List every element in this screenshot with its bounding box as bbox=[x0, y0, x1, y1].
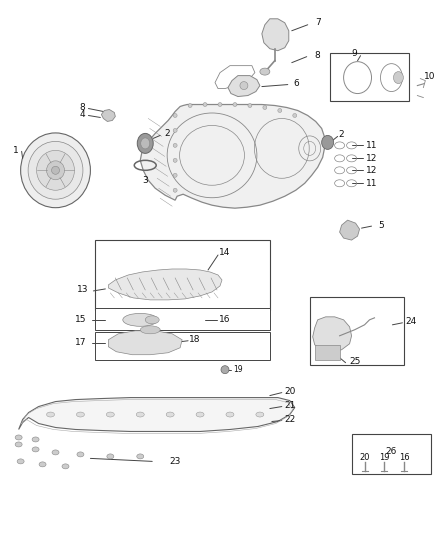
Text: 21: 21 bbox=[284, 401, 296, 410]
Text: 5: 5 bbox=[378, 221, 385, 230]
Ellipse shape bbox=[226, 412, 234, 417]
Polygon shape bbox=[228, 76, 260, 96]
Text: 11: 11 bbox=[366, 179, 377, 188]
Ellipse shape bbox=[248, 103, 252, 108]
Ellipse shape bbox=[37, 150, 74, 190]
Text: 3: 3 bbox=[142, 176, 148, 185]
Ellipse shape bbox=[218, 102, 222, 107]
Ellipse shape bbox=[77, 452, 84, 457]
Ellipse shape bbox=[293, 114, 297, 117]
Ellipse shape bbox=[46, 161, 64, 180]
Text: 7: 7 bbox=[315, 18, 321, 27]
Ellipse shape bbox=[28, 141, 83, 199]
Text: 13: 13 bbox=[77, 286, 88, 294]
Text: 2: 2 bbox=[164, 129, 170, 138]
Bar bbox=[95, 308, 270, 330]
Text: 8: 8 bbox=[315, 51, 321, 60]
Polygon shape bbox=[101, 109, 115, 122]
Polygon shape bbox=[262, 19, 289, 51]
Ellipse shape bbox=[188, 103, 192, 108]
Ellipse shape bbox=[136, 412, 144, 417]
Ellipse shape bbox=[173, 128, 177, 132]
Text: 12: 12 bbox=[366, 154, 377, 163]
Text: 19: 19 bbox=[233, 365, 243, 374]
Bar bbox=[95, 240, 270, 310]
Ellipse shape bbox=[196, 412, 204, 417]
Ellipse shape bbox=[15, 442, 22, 447]
Ellipse shape bbox=[52, 450, 59, 455]
Ellipse shape bbox=[233, 102, 237, 107]
Ellipse shape bbox=[39, 462, 46, 467]
Ellipse shape bbox=[141, 138, 150, 149]
Text: 18: 18 bbox=[189, 335, 201, 344]
Text: 16: 16 bbox=[399, 453, 410, 462]
Text: 8: 8 bbox=[80, 103, 85, 112]
Ellipse shape bbox=[256, 412, 264, 417]
Text: 23: 23 bbox=[170, 457, 181, 466]
Text: 20: 20 bbox=[284, 387, 296, 396]
Text: 26: 26 bbox=[386, 447, 397, 456]
Bar bbox=[95, 332, 270, 360]
Ellipse shape bbox=[240, 82, 248, 90]
Text: 1: 1 bbox=[13, 146, 18, 155]
Text: 14: 14 bbox=[219, 247, 231, 256]
Ellipse shape bbox=[77, 412, 85, 417]
Ellipse shape bbox=[21, 133, 90, 208]
Ellipse shape bbox=[32, 447, 39, 452]
Bar bbox=[330, 53, 410, 101]
Polygon shape bbox=[108, 269, 222, 300]
Text: 11: 11 bbox=[366, 141, 377, 150]
Polygon shape bbox=[108, 331, 182, 355]
Text: 2: 2 bbox=[339, 130, 344, 139]
Text: 25: 25 bbox=[349, 357, 360, 366]
Polygon shape bbox=[339, 220, 360, 240]
Ellipse shape bbox=[52, 166, 60, 174]
Ellipse shape bbox=[260, 68, 270, 75]
Bar bbox=[314, 345, 339, 360]
Ellipse shape bbox=[278, 109, 282, 112]
Bar bbox=[352, 434, 431, 474]
Polygon shape bbox=[140, 104, 325, 208]
Ellipse shape bbox=[107, 454, 114, 459]
Text: 15: 15 bbox=[75, 316, 86, 324]
Polygon shape bbox=[19, 398, 295, 432]
Ellipse shape bbox=[173, 114, 177, 117]
Ellipse shape bbox=[173, 173, 177, 177]
Ellipse shape bbox=[321, 135, 334, 149]
Ellipse shape bbox=[46, 412, 54, 417]
Ellipse shape bbox=[166, 412, 174, 417]
Text: 6: 6 bbox=[293, 79, 299, 88]
Ellipse shape bbox=[137, 133, 153, 154]
Ellipse shape bbox=[145, 316, 159, 324]
Text: 22: 22 bbox=[284, 415, 295, 424]
Ellipse shape bbox=[173, 188, 177, 192]
Text: 19: 19 bbox=[379, 453, 390, 462]
Ellipse shape bbox=[263, 106, 267, 109]
Ellipse shape bbox=[393, 71, 403, 84]
Ellipse shape bbox=[137, 454, 144, 459]
Text: 16: 16 bbox=[219, 316, 231, 324]
Ellipse shape bbox=[173, 158, 177, 163]
Text: 9: 9 bbox=[352, 49, 357, 58]
Ellipse shape bbox=[140, 326, 160, 334]
Ellipse shape bbox=[203, 102, 207, 107]
Ellipse shape bbox=[123, 313, 158, 326]
Ellipse shape bbox=[106, 412, 114, 417]
Text: 20: 20 bbox=[359, 453, 370, 462]
Ellipse shape bbox=[221, 366, 229, 374]
Text: 4: 4 bbox=[80, 110, 85, 119]
Bar bbox=[310, 297, 404, 365]
Text: 17: 17 bbox=[75, 338, 86, 348]
Ellipse shape bbox=[32, 437, 39, 442]
Text: 10: 10 bbox=[424, 72, 435, 81]
Ellipse shape bbox=[15, 435, 22, 440]
Ellipse shape bbox=[62, 464, 69, 469]
Text: 24: 24 bbox=[406, 317, 417, 326]
Polygon shape bbox=[313, 317, 352, 352]
Ellipse shape bbox=[17, 459, 24, 464]
Text: 12: 12 bbox=[366, 166, 377, 175]
Ellipse shape bbox=[173, 143, 177, 148]
